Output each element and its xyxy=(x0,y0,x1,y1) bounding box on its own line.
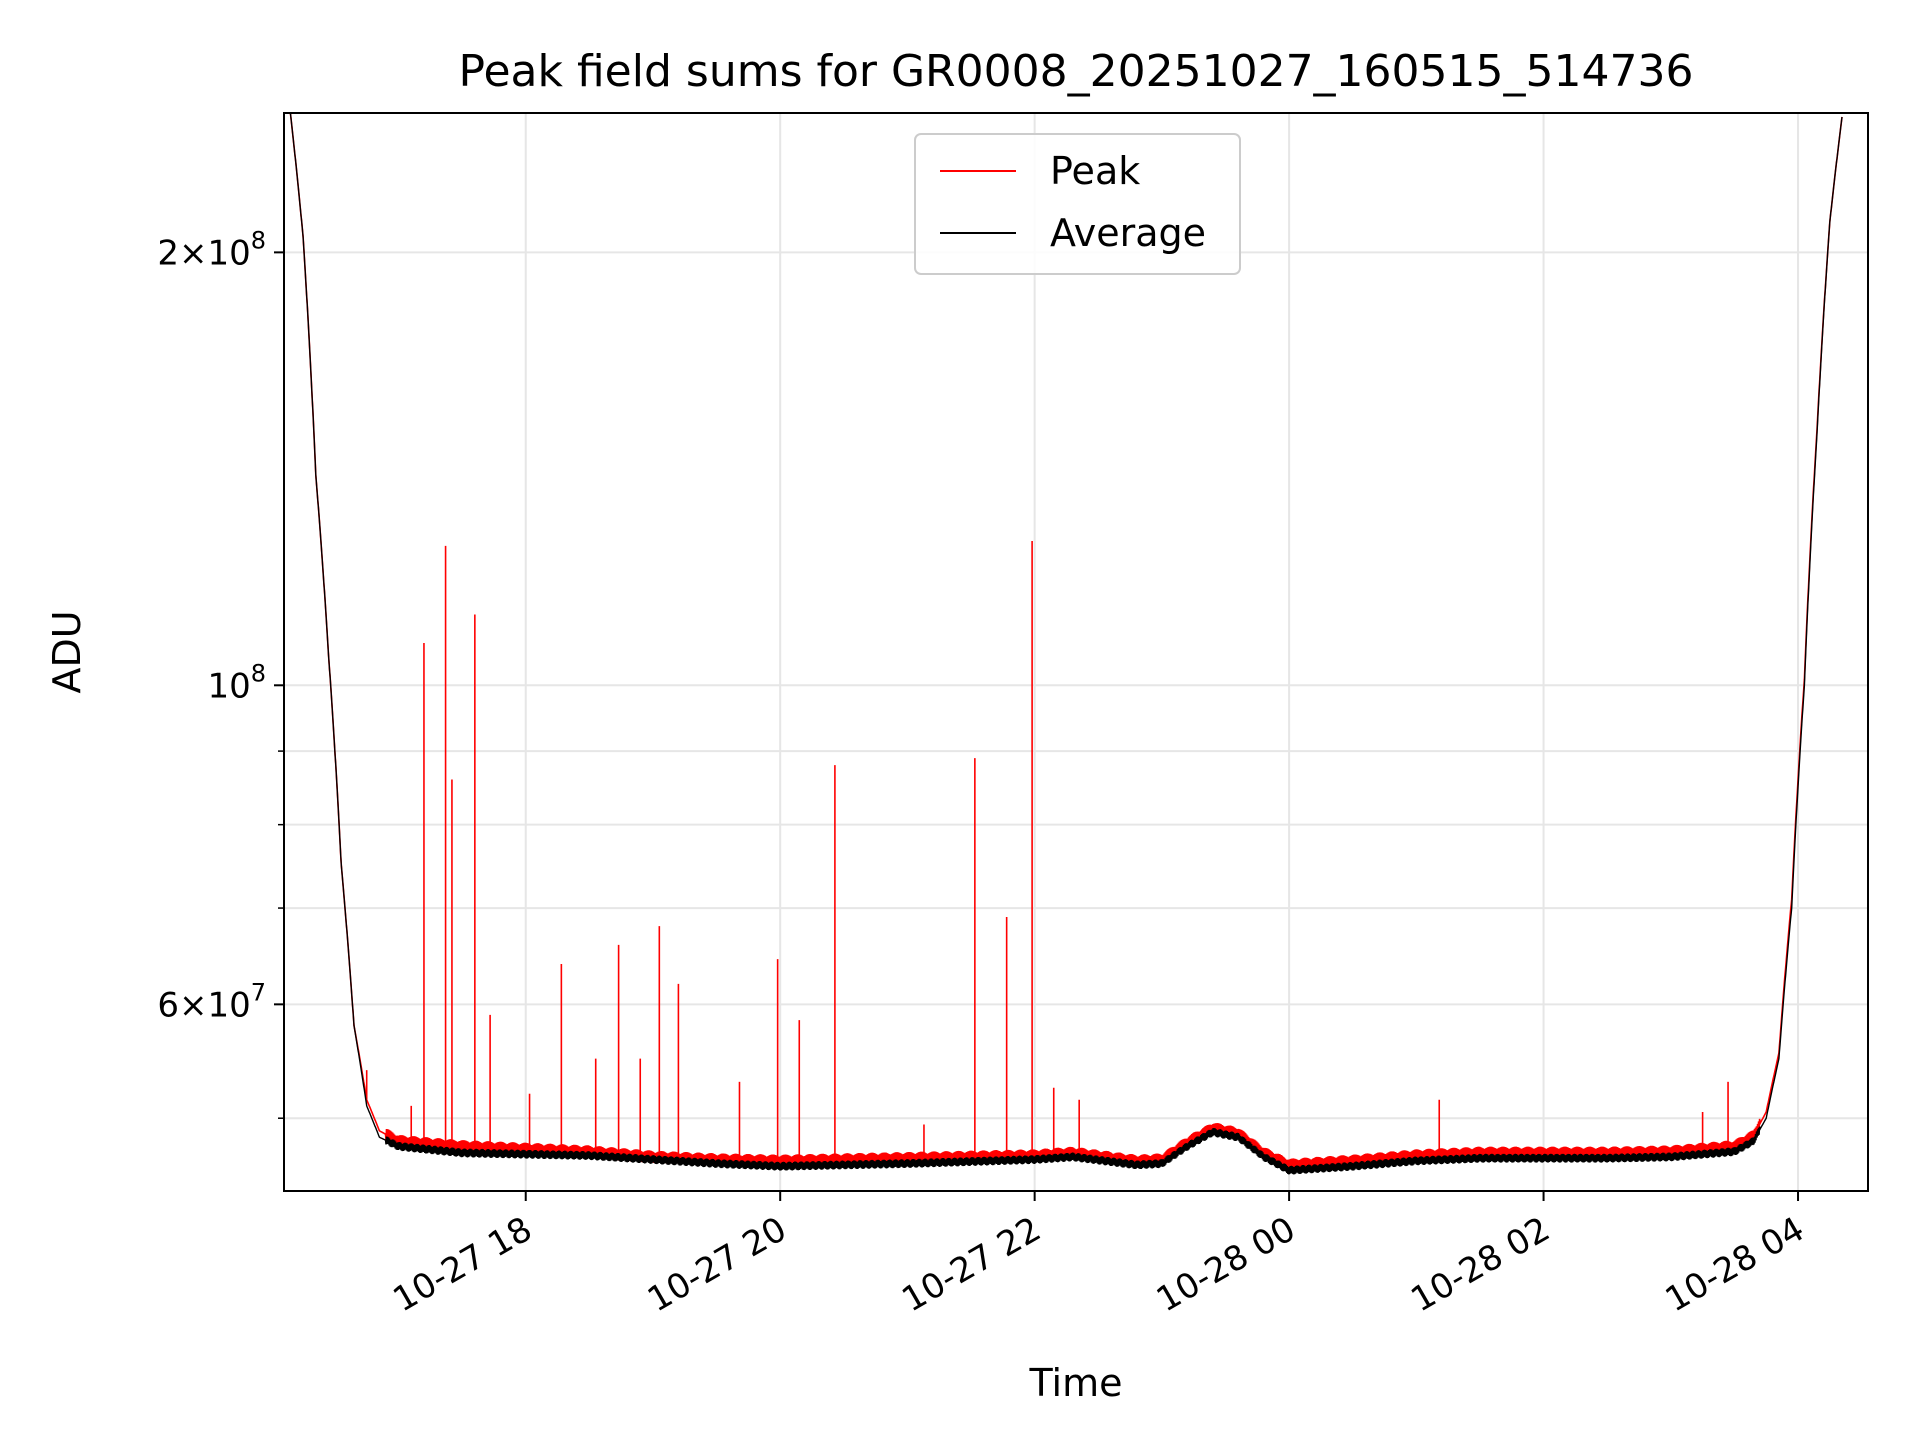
x-tick-label: 10-27 18 xyxy=(387,1209,539,1320)
legend-label-average: Average xyxy=(1050,211,1206,255)
y-tick-label: 108 xyxy=(207,659,266,706)
y-axis-label: ADU xyxy=(45,610,89,693)
x-tick-label: 10-28 02 xyxy=(1404,1209,1556,1320)
chart-title: Peak field sums for GR0008_20251027_1605… xyxy=(459,46,1694,97)
series-average-line xyxy=(289,113,1843,1175)
plot-area xyxy=(289,113,1843,1175)
legend: Peak Average xyxy=(914,133,1241,275)
x-tick-label: 10-28 04 xyxy=(1659,1209,1811,1320)
x-tick-label: 10-27 22 xyxy=(895,1209,1047,1320)
legend-label-peak: Peak xyxy=(1050,149,1140,193)
y-tick-label: 2×108 xyxy=(157,226,266,273)
x-tick-label: 10-27 20 xyxy=(641,1209,793,1320)
plot-frame xyxy=(283,112,1869,1192)
y-tick-label: 6×107 xyxy=(157,978,266,1025)
grid-lines xyxy=(284,113,1868,1191)
x-tick-label: 10-28 00 xyxy=(1150,1209,1302,1320)
legend-box xyxy=(914,133,1241,275)
x-axis-label: Time xyxy=(1029,1361,1123,1405)
